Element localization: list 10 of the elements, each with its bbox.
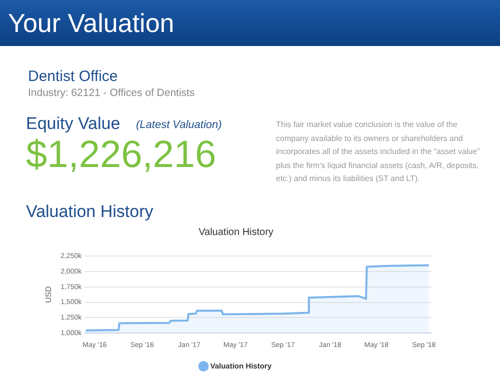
y-axis-title: USD — [44, 286, 54, 303]
text: Equity Value — [26, 114, 120, 134]
text: This fair market value conclusion is the value of the company available to its owners or shareholders and incorporates all of the assets included in the “asset value” plus the firm’s liquid financial assets (cash, A/R, deposits, etc.) and minus its liabilities (ST and LT). — [276, 119, 481, 185]
text: Valuation History — [26, 202, 154, 222]
text: $1,226,216 — [26, 134, 216, 177]
text: Your Valuation — [8, 8, 174, 39]
chart-title: Valuation History — [198, 226, 274, 238]
text: Industry: 62121 - Offices of Dentists — [28, 87, 195, 99]
text: Dentist Office — [28, 68, 118, 85]
text: (Latest Valuation) — [136, 119, 222, 131]
